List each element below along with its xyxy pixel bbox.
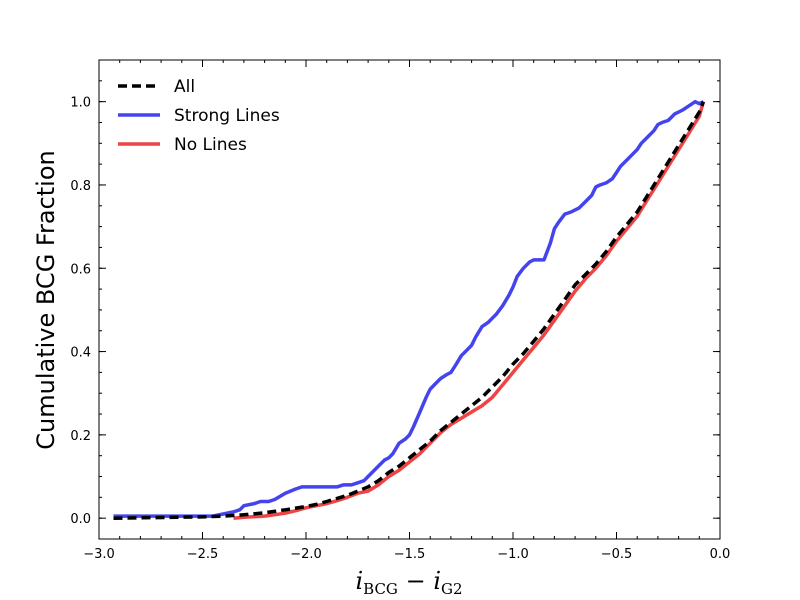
series-line-all (113, 101, 706, 520)
legend-label: No Lines (174, 135, 247, 155)
y-tick-label: 0.2 (70, 429, 91, 444)
series-line-no-lines (233, 101, 706, 520)
axis-tick-labels: −3.0 −2.5 −2.0 −1.5 −1.0 −0.5 0.0 0.0 0.2 0.4 0.6 0… (70, 96, 730, 562)
legend-label: All (174, 77, 195, 97)
x-tick-label: −2.5 (187, 547, 219, 562)
x-tick-label: −3.0 (83, 547, 115, 562)
x-tick-label: −0.5 (601, 547, 633, 562)
series-line-strong-lines (113, 99, 705, 518)
y-tick-label: 0.0 (70, 512, 91, 527)
plot-frame (98, 59, 721, 540)
y-tick-label: 0.4 (70, 346, 91, 361)
x-axis-label: iBCG − iG2 (355, 567, 462, 598)
x-tick-label: 0.0 (710, 547, 731, 562)
legend: All Strong Lines No Lines (118, 77, 280, 155)
y-tick-label: 1.0 (70, 96, 91, 111)
y-tick-label: 0.8 (70, 179, 91, 194)
y-axis-label: Cumulative BCG Fraction (32, 150, 60, 449)
x-tick-label: −1.5 (394, 547, 426, 562)
x-tick-label: −1.0 (497, 547, 529, 562)
y-tick-label: 0.6 (70, 262, 91, 277)
legend-label: Strong Lines (174, 106, 280, 126)
series-lines (113, 99, 706, 520)
x-tick-label: −2.0 (290, 547, 322, 562)
axis-ticks (98, 60, 721, 540)
